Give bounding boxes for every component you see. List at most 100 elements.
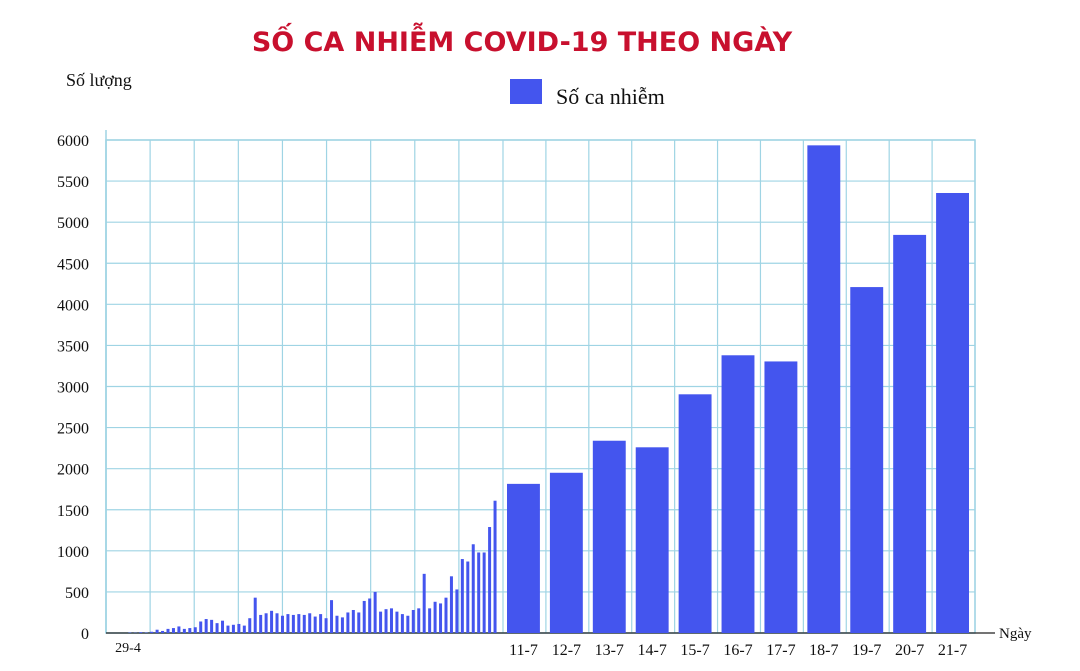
x-tick-label: 16-7 (723, 642, 752, 659)
x-tick-label: 11-7 (509, 642, 538, 659)
x-tick-label: 14-7 (638, 642, 667, 659)
bar-early (177, 626, 181, 633)
bar-daily (893, 234, 927, 633)
bar-early (411, 609, 415, 633)
bar-daily (507, 483, 540, 633)
chart-title: SỐ CA NHIỄM COVID-19 THEO NGÀY (252, 22, 793, 58)
bar-early (400, 614, 404, 633)
bar-early (373, 591, 377, 633)
bar-daily (936, 192, 969, 633)
y-tick-label: 4000 (57, 297, 89, 314)
bar-early (324, 618, 328, 633)
x-tick-label-start: 29-4 (115, 641, 141, 656)
bar-early (471, 544, 475, 633)
y-tick-label: 4500 (57, 256, 89, 273)
bar-early (433, 601, 437, 633)
x-tick-label: 20-7 (895, 642, 924, 659)
bar-early (264, 613, 268, 633)
bar-early (379, 611, 383, 633)
bar-early (204, 619, 208, 633)
bar-daily (549, 472, 583, 633)
x-tick-label: 17-7 (766, 642, 795, 659)
bar-early (422, 573, 426, 633)
bar-early (368, 598, 372, 633)
y-tick-label: 1000 (57, 544, 89, 561)
y-tick-label: 3000 (57, 380, 89, 397)
bar-early (488, 527, 492, 633)
bar-early (231, 624, 235, 633)
x-axis-ticks: 11-7 12-7 13-7 14-7 15-7 16-7 17-7 18-7 19-7 20-7… (115, 641, 967, 659)
bar-daily (592, 440, 626, 633)
bar-early (150, 631, 154, 633)
bar-early (237, 623, 241, 633)
bar-early (242, 625, 246, 633)
bar-daily (764, 361, 798, 633)
bar-early (444, 597, 448, 633)
bar-early (460, 559, 464, 633)
bar-early (477, 552, 481, 633)
bar-early (351, 609, 355, 633)
bar-early (308, 613, 312, 633)
y-tick-label: 2500 (57, 421, 89, 438)
bar-daily (807, 145, 841, 634)
bar-early (346, 612, 350, 633)
bar-early (221, 620, 225, 633)
y-tick-label: 5500 (57, 174, 89, 191)
y-tick-label: 1500 (57, 503, 89, 520)
x-tick-label: 13-7 (595, 642, 624, 659)
bar-early (357, 612, 361, 633)
bar-early (340, 617, 344, 633)
bar-early (406, 615, 410, 633)
bar-early (215, 623, 219, 633)
x-tick-label: 18-7 (809, 642, 838, 659)
bar-early (171, 628, 175, 633)
bar-early (482, 552, 486, 633)
y-tick-label: 2000 (57, 462, 89, 479)
bar-daily (678, 394, 712, 633)
bar-early (389, 608, 393, 633)
y-tick-label: 5000 (57, 215, 89, 232)
bar-early (270, 610, 274, 633)
x-tick-label: 21-7 (938, 642, 967, 659)
bar-early (395, 611, 399, 633)
x-tick-label: 15-7 (680, 642, 709, 659)
bar-early (313, 616, 317, 633)
bar-early (259, 614, 263, 633)
legend: Số ca nhiễm (510, 79, 665, 109)
bar-early (330, 600, 334, 633)
bar-early (455, 589, 459, 633)
y-axis-label: Số lượng (66, 70, 132, 90)
bar-early (428, 608, 432, 633)
bar-early (297, 614, 301, 633)
bar-early (319, 614, 323, 633)
bar-early (182, 628, 186, 633)
bar-early (210, 619, 214, 633)
bar-early (161, 630, 165, 633)
bar-early (155, 629, 159, 633)
y-axis-ticks: 0 500 1000 1500 2000 2500 3000 3500 4000 4500 5000… (57, 133, 89, 643)
bars (128, 145, 969, 634)
x-axis-label: Ngày (999, 626, 1032, 642)
bar-early (493, 500, 497, 633)
x-tick-label: 12-7 (552, 642, 581, 659)
bar-early (286, 614, 290, 633)
bar-early (248, 618, 252, 633)
bar-early (417, 608, 421, 633)
legend-swatch (510, 79, 542, 104)
x-tick-label: 19-7 (852, 642, 881, 659)
bar-early (335, 615, 339, 633)
y-tick-label: 500 (65, 585, 89, 602)
bar-daily (721, 355, 755, 633)
bar-daily (635, 447, 669, 633)
bar-early (199, 621, 203, 633)
bar-early (188, 628, 192, 633)
bar-early (291, 614, 295, 633)
bar-daily (850, 287, 884, 633)
bar-early (226, 625, 230, 633)
bar-early (280, 615, 284, 633)
legend-label: Số ca nhiễm (556, 84, 665, 109)
bar-early (166, 628, 170, 633)
bar-early (193, 627, 197, 633)
bar-early (466, 561, 470, 633)
